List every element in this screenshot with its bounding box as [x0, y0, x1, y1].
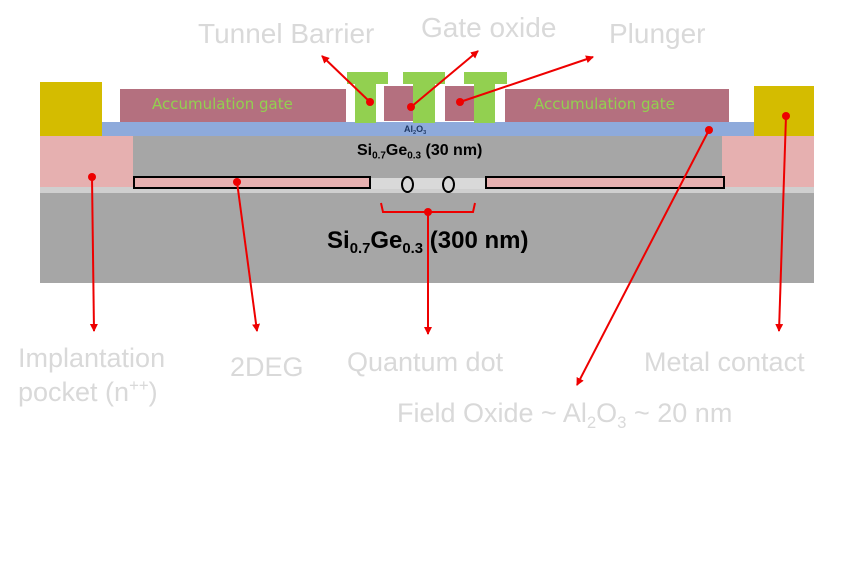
barrier-gate-right-stem	[474, 83, 495, 123]
thick-sige-layer-label: Si0.7Ge0.3 (300 nm)	[327, 227, 529, 258]
dot-gate-oxide	[407, 103, 415, 111]
dot-tunnel-barrier	[366, 98, 374, 106]
dot-quantum-dot	[424, 208, 432, 216]
two-deg-label: 2DEG	[230, 352, 304, 382]
metal-contact-left	[40, 82, 102, 136]
accumulation-gate-right-label: Accumulation gate	[534, 95, 675, 113]
arrow-tunnel-barrier	[321, 55, 371, 103]
barrier-gate-right-cap	[464, 72, 507, 84]
quantum-dot-right	[442, 176, 455, 193]
arrow-metal-contact	[775, 115, 787, 332]
two-deg-left	[133, 176, 371, 189]
accumulation-gate-left-label: Accumulation gate	[152, 95, 293, 113]
quantum-dot-left	[401, 176, 414, 193]
metal-contact-right	[754, 86, 814, 136]
thin-sige-layer-label: Si0.7Ge0.3 (30 nm)	[357, 142, 483, 162]
al2o3-label: Al2O3	[404, 124, 427, 136]
arrow-field-oxide	[576, 129, 710, 386]
dot-implantation	[88, 173, 96, 181]
two-deg-right	[485, 176, 725, 189]
dot-plunger	[456, 98, 464, 106]
field-oxide-layer	[40, 122, 814, 136]
arrow-plunger	[459, 55, 594, 103]
implantation-pocket-label: Implantation pocket (n++)	[18, 343, 166, 407]
arrow-implantation	[89, 176, 98, 332]
arrow-gate-oxide	[410, 50, 479, 108]
tunnel-barrier-label: Tunnel Barrier	[198, 18, 375, 49]
field-oxide-label: Field Oxide ~ Al2O3 ~ 20 nm	[397, 398, 733, 432]
plunger-label: Plunger	[609, 18, 706, 49]
accumulation-gate-right	[505, 89, 729, 122]
dot-field-oxide	[705, 126, 713, 134]
gate-pad-left	[384, 86, 413, 121]
quantum-dot-label: Quantum dot	[347, 347, 504, 377]
plunger-gate-cap	[403, 72, 445, 84]
accumulation-gate-left	[120, 89, 346, 122]
metal-contact-label: Metal contact	[644, 347, 805, 377]
implantation-pocket-right	[722, 136, 814, 187]
gate-oxide-label: Gate oxide	[421, 12, 557, 43]
implantation-pocket-left	[40, 136, 133, 187]
dot-region	[371, 178, 485, 189]
dot-two-deg	[233, 178, 241, 186]
arrow-two-deg	[236, 181, 261, 332]
dot-metal-contact	[782, 112, 790, 120]
interface-strip	[40, 187, 814, 193]
plunger-gate-stem	[413, 83, 435, 123]
barrier-gate-left-cap	[347, 72, 388, 84]
